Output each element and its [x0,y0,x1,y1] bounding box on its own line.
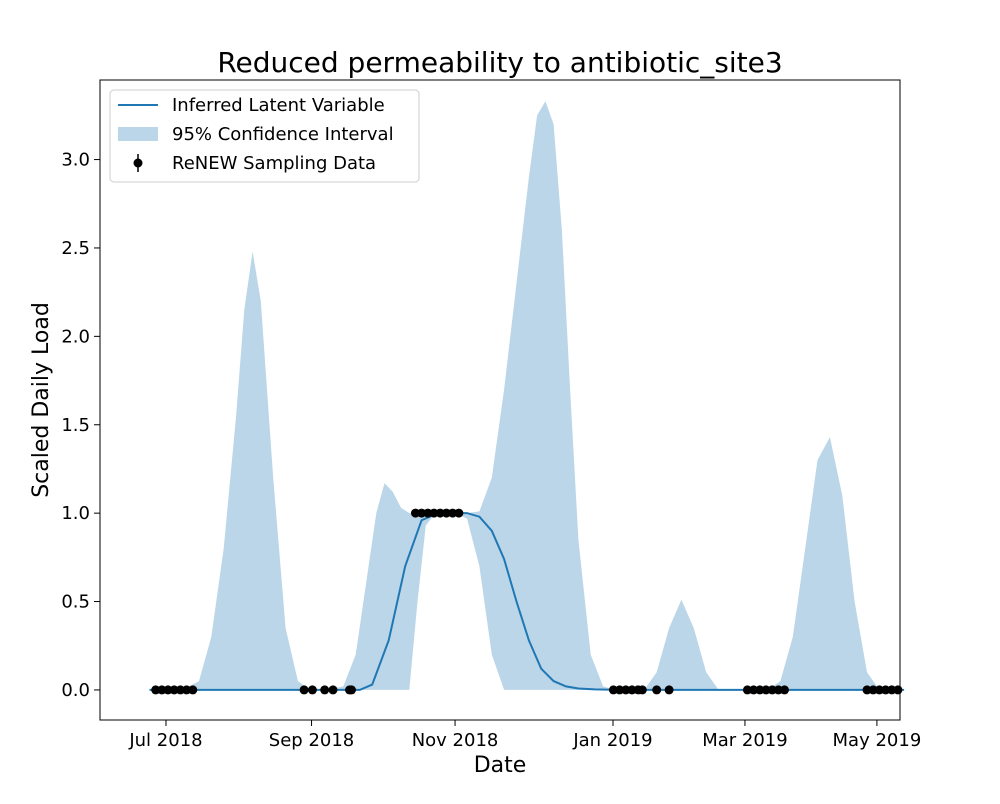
sampling-point [454,508,464,518]
x-tick-label: Sep 2018 [269,730,354,751]
x-tick-label: Jan 2019 [572,730,652,751]
x-tick-label: Nov 2018 [412,730,499,751]
y-tick-label: 1.5 [61,415,90,436]
sampling-point [417,508,427,518]
y-tick-label: 3.0 [61,150,90,171]
y-axis-label: Scaled Daily Load [29,302,54,498]
latent-variable-line [149,512,905,691]
legend-entry-sampling: ReNEW Sampling Data [172,153,376,174]
legend-entry-latent: Inferred Latent Variable [172,95,385,116]
sampling-point [608,685,618,695]
sampling-point [299,685,309,695]
sampling-point [435,508,445,518]
sampling-point [767,685,777,695]
sampling-point [448,508,458,518]
sampling-point [637,685,647,695]
sampling-point [175,685,185,695]
sampling-point [615,685,625,695]
x-tick-label: Jul 2018 [128,730,202,751]
sampling-point [881,685,891,695]
y-tick-label: 0.5 [61,592,90,613]
sampling-point [749,685,759,695]
sampling-point [429,508,439,518]
legend-box [109,89,420,183]
sampling-point [755,685,765,695]
sampling-point [151,685,161,695]
legend-entry-ci: 95% Confidence Interval [172,124,394,145]
sampling-point [893,685,903,695]
sampling-point [163,685,173,695]
legend-point-swatch [133,158,143,168]
confidence-interval-band [149,101,905,690]
sampling-point [862,685,872,695]
chart-title: Reduced permeability to antibiotic_site3 [217,46,782,79]
sampling-point [761,685,771,695]
sampling-point [621,685,631,695]
sampling-point [347,685,356,695]
x-axis-label: Date [474,753,527,778]
sampling-point [328,685,338,695]
sampling-point [664,685,674,695]
sampling-point [182,685,192,695]
x-tick-label: Mar 2019 [702,730,788,751]
sampling-point [320,685,330,695]
sampling-point [169,685,179,695]
y-tick-label: 1.0 [61,503,90,524]
sampling-point [652,685,662,695]
sampling-point [874,685,884,695]
plot-background [100,80,900,720]
y-tick-label: 2.0 [61,326,90,347]
sampling-point [742,685,752,695]
sampling-point [780,685,789,695]
sampling-point [423,508,433,518]
x-tick-label: May 2019 [833,730,922,751]
sampling-point [441,508,451,518]
y-tick-label: 2.5 [61,238,90,259]
sampling-point [188,685,198,695]
sampling-point [307,685,317,695]
y-tick-label: 0.0 [61,680,90,701]
sampling-point [868,685,878,695]
plot-frame [99,79,901,721]
legend: Inferred Latent Variable 95% Confidence … [109,89,420,183]
legend-band-swatch [118,127,158,141]
